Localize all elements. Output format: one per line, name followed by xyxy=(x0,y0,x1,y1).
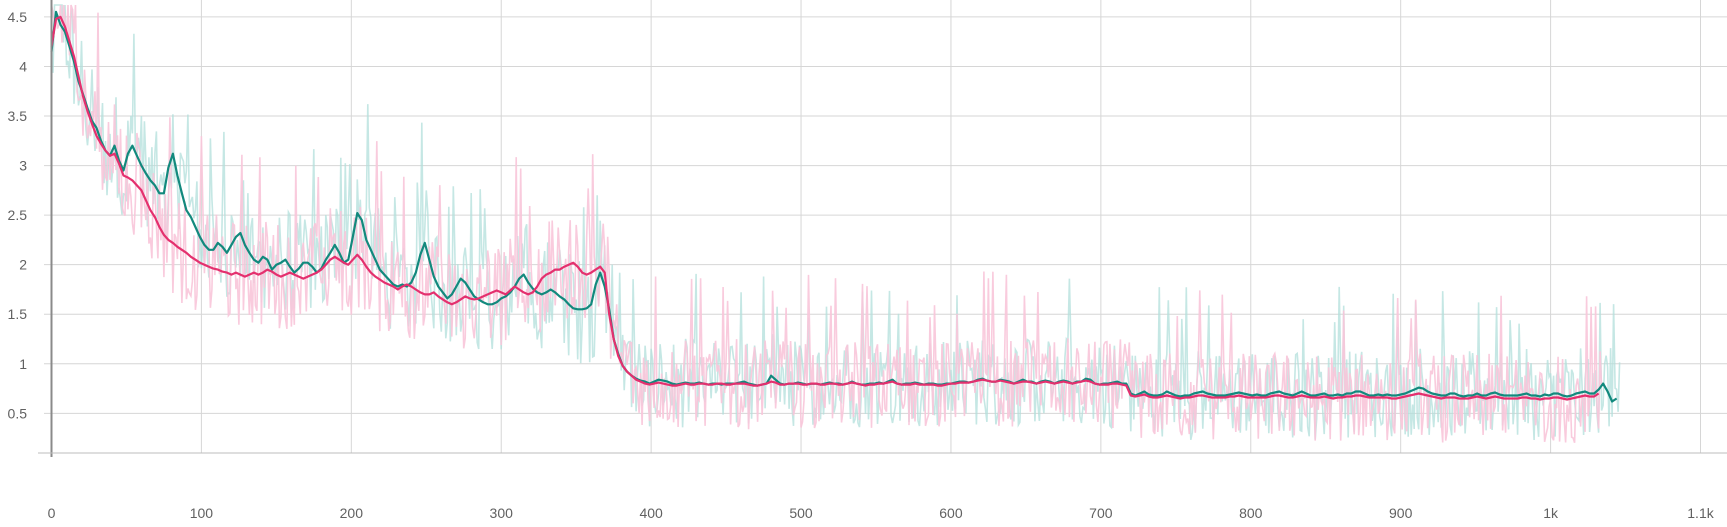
y-tick-label: 2 xyxy=(19,257,27,273)
raw-series-layer xyxy=(50,4,1621,443)
y-tick-label: 1 xyxy=(19,356,27,372)
x-tick-label: 0 xyxy=(48,505,56,521)
raw-series-line-0 xyxy=(50,4,1621,441)
y-tick-labels: 0.5 1 1.5 2 2.5 3 3.5 4 4.5 xyxy=(8,9,28,421)
x-tick-label: 1k xyxy=(1543,505,1559,521)
y-tick-label: 2.5 xyxy=(8,207,28,223)
y-tick-label: 3 xyxy=(19,158,27,174)
x-tick-label: 800 xyxy=(1239,505,1263,521)
x-tick-label: 300 xyxy=(490,505,514,521)
x-tick-label: 1.1k xyxy=(1687,505,1714,521)
axis-layer xyxy=(38,0,1727,457)
x-tick-label: 900 xyxy=(1389,505,1413,521)
x-tick-label: 500 xyxy=(789,505,813,521)
y-tick-label: 4.5 xyxy=(8,9,28,25)
y-tick-label: 1.5 xyxy=(8,306,28,322)
x-tick-label: 200 xyxy=(340,505,364,521)
y-tick-label: 4 xyxy=(19,58,27,74)
x-tick-label: 100 xyxy=(190,505,214,521)
grid-layer xyxy=(44,0,1727,453)
x-tick-label: 400 xyxy=(639,505,663,521)
x-tick-label: 700 xyxy=(1089,505,1113,521)
smoothed-series-layer xyxy=(50,10,1618,403)
x-tick-labels: 0 100 200 300 400 500 600 700 800 900 1k 1.1k xyxy=(48,505,1715,521)
y-tick-label: 3.5 xyxy=(8,108,28,124)
x-tick-label: 600 xyxy=(939,505,963,521)
raw-series-line-1 xyxy=(50,4,1603,443)
smoothed-series-line-1 xyxy=(50,15,1600,401)
y-tick-label: 0.5 xyxy=(8,405,28,421)
